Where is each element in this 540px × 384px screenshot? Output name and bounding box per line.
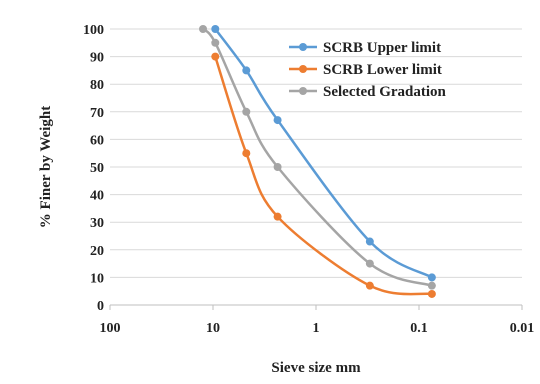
y-tick-label: 10: [90, 271, 104, 286]
y-tick-label: 20: [90, 244, 104, 259]
data-point-scrb-upper-limit: [365, 237, 374, 246]
y-tick-label: 70: [90, 106, 104, 121]
legend-item-scrb-upper-limit: SCRB Upper limit: [289, 40, 441, 56]
legend-swatch-marker: [299, 43, 307, 51]
series-scrb-lower-limit: [211, 52, 436, 298]
data-point-scrb-upper-limit: [211, 25, 220, 33]
x-axis-label: Sieve size mm: [271, 360, 361, 376]
data-point-scrb-lower-limit: [242, 149, 251, 158]
legend-label: SCRB Lower limit: [323, 62, 442, 78]
data-point-selected-gradation: [242, 107, 251, 116]
series-line-scrb-upper-limit: [214, 28, 433, 279]
legend-swatch-marker: [299, 65, 307, 73]
y-tick-label: 40: [90, 189, 104, 204]
legend-item-scrb-lower-limit: SCRB Lower limit: [289, 62, 442, 78]
legend-label: Selected Gradation: [323, 84, 447, 100]
x-tick-label: 0.1: [410, 321, 428, 336]
y-tick-label: 50: [90, 161, 104, 176]
x-tick-label: 10: [206, 321, 220, 336]
data-point-selected-gradation: [199, 25, 208, 33]
data-point-scrb-upper-limit: [242, 66, 251, 75]
y-axis-label: % Finer by Weight: [38, 106, 54, 228]
series-scrb-upper-limit: [211, 25, 436, 282]
y-tick-label: 100: [83, 23, 104, 38]
y-tick-label: 80: [90, 78, 104, 93]
data-point-selected-gradation: [427, 281, 436, 290]
x-tick-label: 1: [313, 321, 320, 336]
data-point-scrb-upper-limit: [427, 273, 436, 282]
data-point-scrb-upper-limit: [273, 116, 282, 125]
y-tick-label: 60: [90, 133, 104, 148]
data-point-scrb-lower-limit: [365, 281, 374, 290]
legend-swatch-marker: [299, 87, 307, 95]
x-tick-label: 100: [100, 321, 121, 336]
data-point-selected-gradation: [365, 259, 374, 268]
axes: 0 10 20 30 40 50 60 70 80 90 100 100 10 1 0.1 0.01: [83, 23, 534, 336]
y-tick-label: 90: [90, 51, 104, 66]
data-point-scrb-lower-limit: [427, 289, 436, 298]
y-tick-label: 30: [90, 216, 104, 231]
data-point-selected-gradation: [273, 163, 282, 171]
gridlines: [110, 28, 522, 278]
legend: SCRB Upper limit SCRB Lower limit Selected…: [289, 40, 447, 100]
data-point-scrb-lower-limit: [273, 212, 282, 221]
legend-item-selected-gradation: Selected Gradation: [289, 84, 447, 100]
x-tick-label: 0.01: [510, 321, 535, 336]
y-tick-label: 0: [97, 299, 104, 314]
series-selected-gradation: [199, 25, 436, 290]
data-point-selected-gradation: [211, 38, 220, 47]
legend-label: SCRB Upper limit: [323, 40, 441, 56]
data-series: [199, 25, 436, 298]
data-point-scrb-lower-limit: [211, 52, 220, 61]
